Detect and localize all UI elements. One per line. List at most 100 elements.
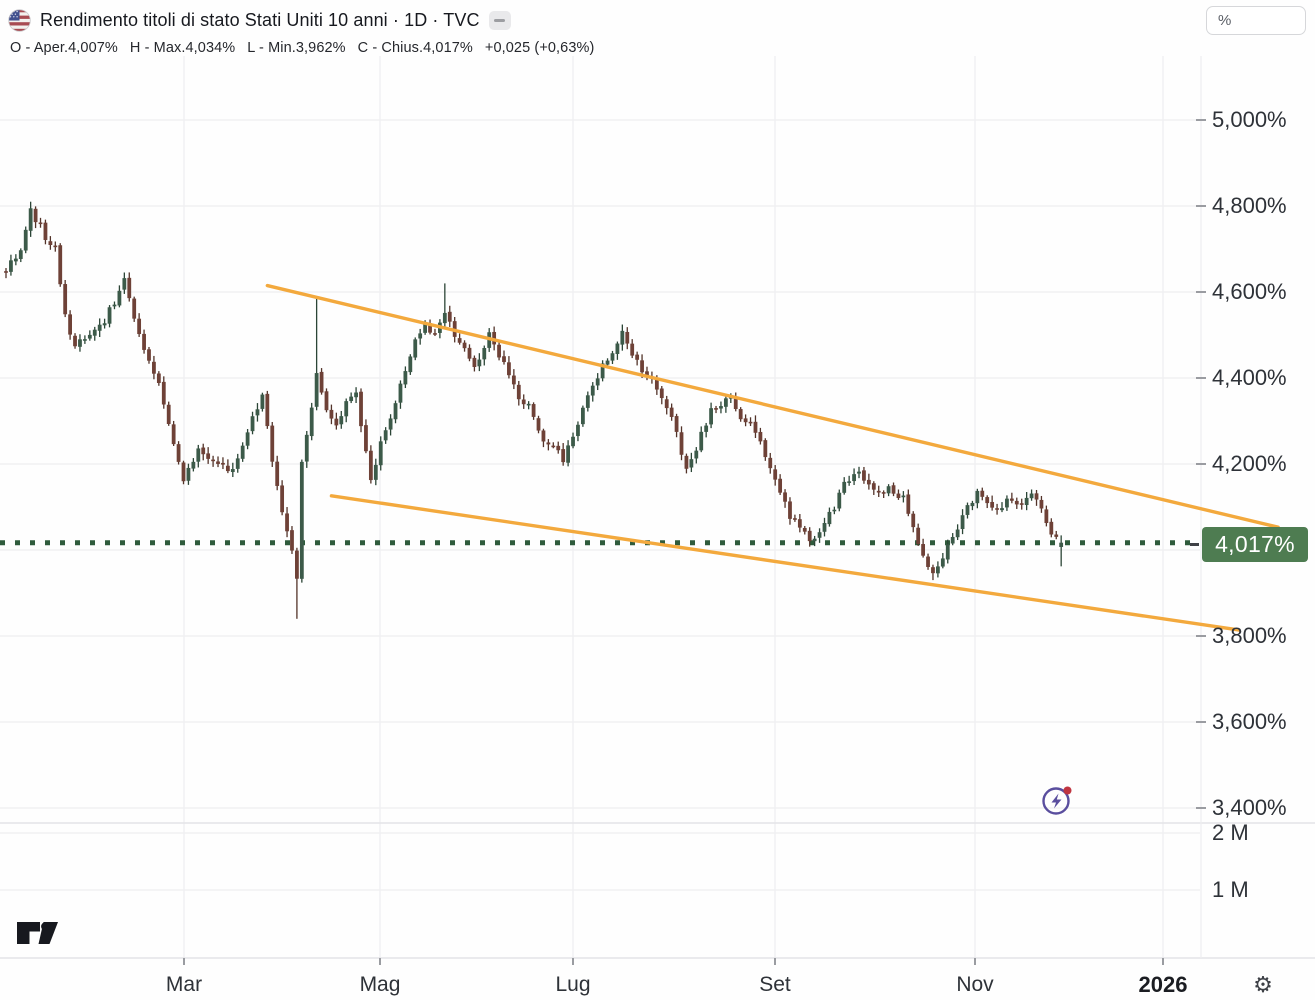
- candle[interactable]: [73, 335, 77, 347]
- candle[interactable]: [566, 445, 570, 463]
- candle[interactable]: [364, 425, 368, 452]
- candle[interactable]: [516, 384, 521, 400]
- candle[interactable]: [191, 461, 196, 469]
- candle[interactable]: [817, 532, 822, 538]
- candle[interactable]: [349, 396, 354, 402]
- candle[interactable]: [186, 467, 191, 481]
- candle[interactable]: [862, 470, 866, 481]
- candle[interactable]: [507, 362, 511, 376]
- candle[interactable]: [9, 260, 13, 272]
- candle[interactable]: [299, 461, 304, 579]
- candle[interactable]: [832, 509, 837, 512]
- candle[interactable]: [980, 490, 985, 497]
- candle[interactable]: [132, 298, 137, 319]
- trendline-upper-descending[interactable]: [265, 283, 1280, 529]
- candle[interactable]: [285, 513, 289, 532]
- candle[interactable]: [68, 314, 72, 335]
- candle[interactable]: [891, 485, 896, 494]
- candle[interactable]: [48, 241, 53, 246]
- candle[interactable]: [679, 432, 684, 455]
- candle[interactable]: [738, 409, 743, 420]
- candle[interactable]: [881, 492, 886, 494]
- candle[interactable]: [1024, 497, 1029, 506]
- candle[interactable]: [240, 445, 245, 459]
- candle[interactable]: [290, 530, 294, 551]
- candle[interactable]: [674, 416, 679, 432]
- candle[interactable]: [546, 442, 551, 445]
- symbol-title[interactable]: Rendimento titoli di stato Stati Uniti 1…: [40, 10, 480, 30]
- candle[interactable]: [797, 519, 802, 528]
- candle[interactable]: [280, 485, 285, 513]
- candle[interactable]: [866, 479, 871, 485]
- candle[interactable]: [166, 404, 171, 425]
- candle[interactable]: [137, 318, 142, 335]
- lightning-circle-icon[interactable]: [1037, 781, 1077, 821]
- candle[interactable]: [206, 453, 211, 459]
- candle[interactable]: [295, 550, 299, 579]
- candle[interactable]: [388, 418, 393, 430]
- candle[interactable]: [709, 408, 713, 425]
- candle[interactable]: [482, 347, 487, 360]
- candle[interactable]: [53, 245, 58, 248]
- candle[interactable]: [117, 290, 122, 306]
- candle[interactable]: [1005, 498, 1009, 508]
- candle[interactable]: [842, 481, 847, 493]
- candle[interactable]: [457, 338, 462, 343]
- candle[interactable]: [211, 459, 215, 462]
- candle[interactable]: [837, 492, 842, 509]
- candle[interactable]: [940, 558, 945, 567]
- trendline-lower-descending[interactable]: [329, 494, 1241, 632]
- candle[interactable]: [689, 459, 694, 468]
- candle[interactable]: [398, 383, 403, 403]
- candle[interactable]: [857, 471, 861, 474]
- candle[interactable]: [378, 441, 383, 466]
- candle[interactable]: [521, 399, 526, 405]
- candle[interactable]: [442, 312, 447, 324]
- candle[interactable]: [196, 448, 201, 462]
- candle[interactable]: [447, 311, 452, 322]
- candle[interactable]: [615, 343, 620, 354]
- candle[interactable]: [911, 513, 916, 528]
- candle[interactable]: [82, 339, 87, 341]
- candle[interactable]: [1014, 500, 1019, 505]
- candle[interactable]: [595, 378, 600, 386]
- gear-icon[interactable]: ⚙: [1253, 972, 1273, 997]
- candle[interactable]: [92, 329, 97, 336]
- candle[interactable]: [733, 397, 738, 410]
- candle[interactable]: [719, 406, 723, 409]
- candle[interactable]: [334, 418, 339, 426]
- candle[interactable]: [127, 277, 132, 299]
- candle[interactable]: [156, 373, 161, 383]
- candle[interactable]: [250, 416, 255, 432]
- candle[interactable]: [926, 556, 930, 567]
- candle[interactable]: [659, 388, 664, 399]
- candle[interactable]: [112, 304, 117, 307]
- candle[interactable]: [1044, 509, 1049, 524]
- candle[interactable]: [620, 330, 625, 345]
- candle[interactable]: [23, 229, 28, 251]
- candle[interactable]: [995, 508, 999, 510]
- candle[interactable]: [852, 474, 856, 482]
- candle[interactable]: [221, 462, 225, 465]
- candle[interactable]: [270, 425, 275, 462]
- candle[interactable]: [1009, 498, 1014, 501]
- candle[interactable]: [778, 478, 783, 493]
- candle[interactable]: [152, 361, 156, 374]
- candle[interactable]: [462, 342, 467, 349]
- candle[interactable]: [763, 440, 768, 458]
- candle[interactable]: [901, 495, 906, 498]
- candle[interactable]: [373, 464, 378, 480]
- candle[interactable]: [654, 378, 659, 390]
- candle[interactable]: [768, 457, 773, 469]
- candle[interactable]: [921, 544, 926, 556]
- candle[interactable]: [63, 284, 68, 315]
- candle[interactable]: [102, 323, 107, 326]
- candle[interactable]: [847, 481, 852, 483]
- candle[interactable]: [201, 447, 206, 455]
- candle[interactable]: [561, 449, 566, 463]
- candle[interactable]: [541, 430, 546, 442]
- candle[interactable]: [630, 343, 635, 356]
- candle[interactable]: [906, 494, 911, 514]
- candle[interactable]: [965, 505, 970, 515]
- candle[interactable]: [871, 483, 876, 490]
